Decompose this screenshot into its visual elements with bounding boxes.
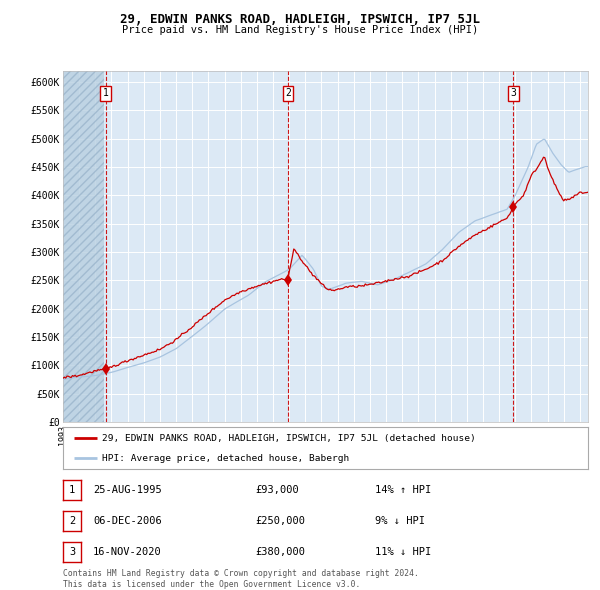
Text: 06-DEC-2006: 06-DEC-2006 [93, 516, 162, 526]
Text: 14% ↑ HPI: 14% ↑ HPI [375, 486, 431, 495]
Text: £380,000: £380,000 [255, 547, 305, 556]
Text: Contains HM Land Registry data © Crown copyright and database right 2024.
This d: Contains HM Land Registry data © Crown c… [63, 569, 419, 589]
Text: 1: 1 [69, 486, 75, 495]
Text: £250,000: £250,000 [255, 516, 305, 526]
Text: 1: 1 [103, 88, 109, 99]
Text: 16-NOV-2020: 16-NOV-2020 [93, 547, 162, 556]
Text: 11% ↓ HPI: 11% ↓ HPI [375, 547, 431, 556]
Text: 9% ↓ HPI: 9% ↓ HPI [375, 516, 425, 526]
Text: 29, EDWIN PANKS ROAD, HADLEIGH, IPSWICH, IP7 5JL (detached house): 29, EDWIN PANKS ROAD, HADLEIGH, IPSWICH,… [103, 434, 476, 443]
Text: Price paid vs. HM Land Registry's House Price Index (HPI): Price paid vs. HM Land Registry's House … [122, 25, 478, 35]
Text: £93,000: £93,000 [255, 486, 299, 495]
Text: 2: 2 [69, 516, 75, 526]
Text: 29, EDWIN PANKS ROAD, HADLEIGH, IPSWICH, IP7 5JL: 29, EDWIN PANKS ROAD, HADLEIGH, IPSWICH,… [120, 13, 480, 26]
Text: 3: 3 [511, 88, 516, 99]
Bar [63, 71, 104, 422]
Text: HPI: Average price, detached house, Babergh: HPI: Average price, detached house, Babe… [103, 454, 350, 463]
Text: 2: 2 [285, 88, 291, 99]
Text: 25-AUG-1995: 25-AUG-1995 [93, 486, 162, 495]
Text: 3: 3 [69, 547, 75, 556]
